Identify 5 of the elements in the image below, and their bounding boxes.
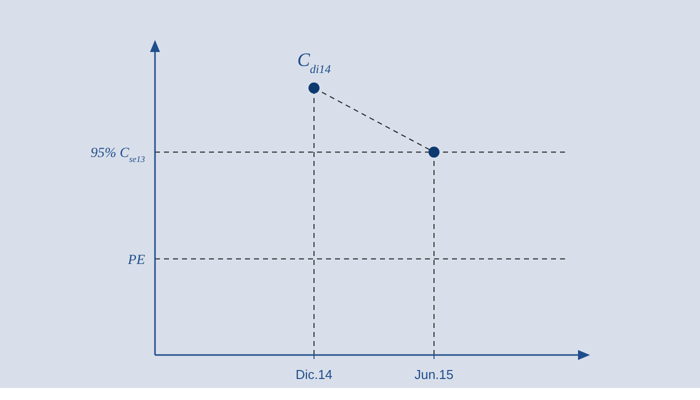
ref-line-label: PE [126,252,146,268]
ref-line-label: 95% C$_{se13}$ [90,146,146,164]
x-tick-label: Jun.15 [414,367,454,382]
annotation: C$_{di14}$ [297,50,331,76]
x-tick-label: Dic.14 [296,367,332,382]
